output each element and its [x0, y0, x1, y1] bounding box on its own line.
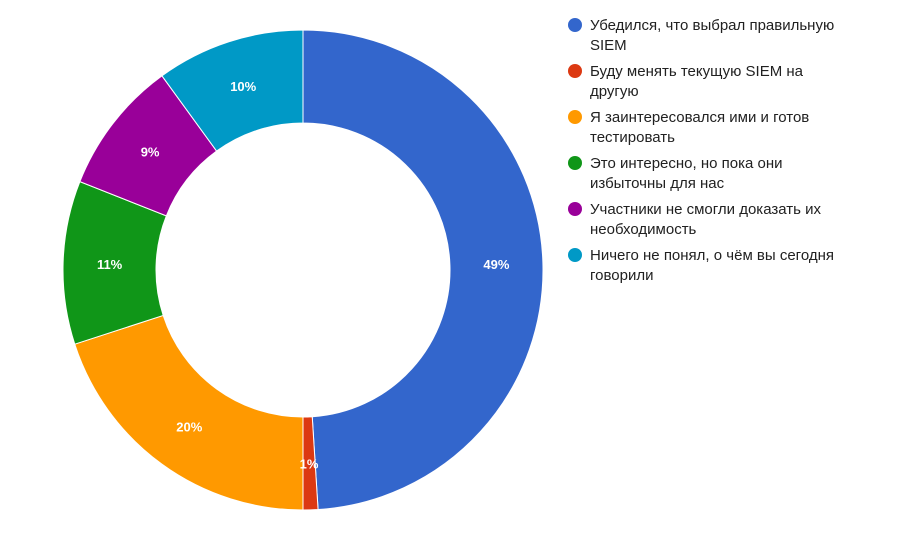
legend-label: Я заинтересовался ими и готов тестироват…: [590, 109, 810, 146]
legend-item-4[interactable]: Это интересно, но пока они избыточны для…: [568, 154, 868, 194]
legend-color-dot: [568, 110, 582, 124]
slice-percent-label-3: 20%: [176, 420, 202, 435]
donut-slice-1[interactable]: [302, 29, 544, 511]
legend-label: Буду менять текущую SIEM на другую: [590, 63, 804, 100]
legend-color-dot: [568, 248, 582, 262]
donut-slice-3[interactable]: [74, 314, 304, 511]
legend-label: Участники не смогли доказать их необходи…: [590, 201, 821, 238]
donut-slice-6[interactable]: [161, 29, 304, 152]
legend-item-5[interactable]: Участники не смогли доказать их необходи…: [568, 200, 868, 240]
slice-percent-label-5: 9%: [141, 144, 160, 159]
chart-legend: Убедился, что выбрал правильную SIEM Буду…: [568, 16, 868, 292]
legend-item-6[interactable]: Ничего не понял, о чём вы сегодня говори…: [568, 246, 868, 286]
donut-chart: 49% 1% 20% 11% 9% 10%: [62, 29, 544, 511]
slice-percent-label-1: 49%: [483, 257, 509, 272]
legend-color-dot: [568, 18, 582, 32]
legend-label: Это интересно, но пока они избыточны для…: [590, 155, 783, 192]
legend-label: Убедился, что выбрал правильную SIEM: [590, 17, 835, 54]
legend-label: Ничего не понял, о чём вы сегодня говори…: [590, 247, 834, 284]
legend-item-3[interactable]: Я заинтересовался ими и готов тестироват…: [568, 108, 868, 148]
legend-item-2[interactable]: Буду менять текущую SIEM на другую: [568, 62, 868, 102]
legend-color-dot: [568, 156, 582, 170]
slice-percent-label-4: 11%: [97, 257, 123, 272]
slice-percent-label-2: 1%: [300, 456, 319, 471]
legend-item-1[interactable]: Убедился, что выбрал правильную SIEM: [568, 16, 868, 56]
legend-color-dot: [568, 202, 582, 216]
legend-color-dot: [568, 64, 582, 78]
slice-percent-label-6: 10%: [230, 79, 256, 94]
